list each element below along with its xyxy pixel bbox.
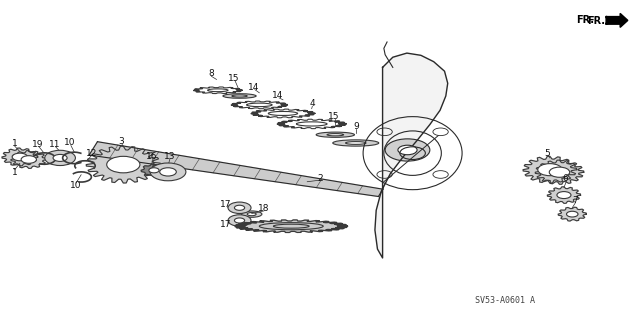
Circle shape bbox=[149, 168, 159, 173]
Circle shape bbox=[566, 211, 578, 217]
Polygon shape bbox=[11, 151, 47, 168]
Text: 7: 7 bbox=[573, 196, 579, 205]
Text: 15: 15 bbox=[328, 112, 340, 121]
Ellipse shape bbox=[333, 140, 379, 146]
Circle shape bbox=[160, 168, 176, 176]
Text: 14: 14 bbox=[272, 91, 284, 100]
Polygon shape bbox=[375, 53, 448, 258]
Polygon shape bbox=[141, 164, 167, 177]
Circle shape bbox=[549, 167, 570, 177]
Circle shape bbox=[21, 156, 36, 163]
Text: 19: 19 bbox=[32, 140, 44, 149]
Polygon shape bbox=[558, 207, 586, 221]
Text: 17: 17 bbox=[220, 220, 231, 229]
Circle shape bbox=[107, 156, 140, 173]
Polygon shape bbox=[606, 13, 628, 27]
Text: 16: 16 bbox=[146, 152, 157, 161]
Text: 5: 5 bbox=[545, 149, 550, 158]
Polygon shape bbox=[86, 146, 161, 183]
Circle shape bbox=[557, 192, 571, 198]
Circle shape bbox=[385, 139, 430, 161]
Text: FR.: FR. bbox=[587, 16, 605, 26]
Circle shape bbox=[53, 154, 67, 161]
Ellipse shape bbox=[316, 132, 355, 137]
Text: 15: 15 bbox=[228, 74, 239, 83]
Ellipse shape bbox=[346, 142, 366, 145]
Circle shape bbox=[228, 202, 251, 213]
Circle shape bbox=[538, 164, 562, 176]
Text: 13: 13 bbox=[164, 152, 175, 161]
Text: 1: 1 bbox=[12, 139, 18, 148]
Text: 14: 14 bbox=[248, 83, 259, 92]
Circle shape bbox=[150, 163, 186, 181]
Polygon shape bbox=[547, 187, 580, 203]
Text: 8: 8 bbox=[209, 69, 214, 78]
Text: 2: 2 bbox=[317, 174, 323, 183]
Circle shape bbox=[12, 153, 28, 161]
Text: 3: 3 bbox=[118, 137, 124, 146]
Circle shape bbox=[398, 145, 417, 155]
Polygon shape bbox=[523, 156, 577, 183]
Text: SV53-A0601 A: SV53-A0601 A bbox=[475, 296, 535, 305]
Circle shape bbox=[45, 150, 76, 166]
Text: 17: 17 bbox=[220, 200, 231, 209]
Ellipse shape bbox=[247, 212, 256, 216]
Circle shape bbox=[234, 218, 244, 223]
Circle shape bbox=[228, 215, 251, 226]
Text: 1: 1 bbox=[12, 168, 18, 177]
Text: 12: 12 bbox=[86, 149, 97, 158]
Polygon shape bbox=[535, 160, 584, 184]
Text: 11: 11 bbox=[49, 140, 60, 149]
Text: FR.: FR. bbox=[577, 15, 595, 26]
Polygon shape bbox=[89, 142, 383, 197]
Text: 18: 18 bbox=[258, 204, 269, 213]
Ellipse shape bbox=[241, 211, 262, 217]
Ellipse shape bbox=[223, 94, 256, 98]
Text: 10: 10 bbox=[64, 138, 76, 147]
Polygon shape bbox=[235, 220, 348, 233]
Circle shape bbox=[234, 205, 244, 210]
Text: 6: 6 bbox=[563, 174, 568, 183]
Text: 4: 4 bbox=[310, 99, 315, 108]
Polygon shape bbox=[2, 148, 38, 166]
Ellipse shape bbox=[327, 134, 344, 136]
Text: 10: 10 bbox=[70, 181, 82, 190]
Ellipse shape bbox=[232, 95, 247, 97]
Text: 9: 9 bbox=[353, 122, 358, 131]
